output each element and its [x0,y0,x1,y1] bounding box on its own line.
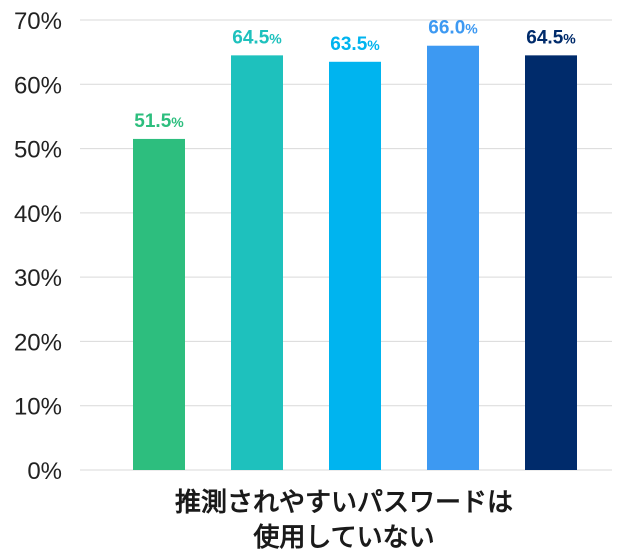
bar-value-label: 51.5% [134,111,184,132]
bar-value-unit: % [171,114,184,130]
bar-value-label: 63.5% [330,34,380,55]
x-category-label-line: 使用していない [252,523,434,553]
bar-value-unit: % [563,30,576,46]
y-tick-label: 0% [27,458,62,485]
bar [231,55,283,470]
bar-value-unit: % [269,30,282,46]
bar-value-number: 51.5 [134,111,171,132]
y-tick-label: 50% [14,137,62,164]
bar-value-label: 64.5% [526,27,576,48]
y-tick-label: 10% [14,394,62,421]
bar-value-label: 66.0% [428,18,478,39]
bar [133,138,185,470]
bar [329,61,381,471]
bar [525,55,577,470]
bar-value-number: 63.5 [330,34,367,55]
y-tick-label: 40% [14,201,62,228]
y-tick-label: 70% [14,8,62,35]
bar-value-unit: % [367,37,380,53]
y-tick-label: 30% [14,265,62,292]
x-category-label-line: 推測されやすいパスワードは [175,488,513,518]
bar-value-number: 64.5 [232,27,269,48]
bars [133,45,577,471]
y-tick-label: 20% [14,329,62,356]
bar-value-unit: % [465,21,478,37]
y-axis-ticks: 0% 10% 20% 30% 40% 50% 60% 70% [14,8,62,485]
value-labels: 51.5%64.5% 63.5%66.0% 64.5% [134,18,576,132]
y-tick-label: 60% [14,72,62,99]
bar [427,45,479,470]
bar-value-label: 64.5% [232,27,282,48]
bar-value-number: 66.0 [428,18,465,39]
bar-value-number: 64.5 [526,27,563,48]
